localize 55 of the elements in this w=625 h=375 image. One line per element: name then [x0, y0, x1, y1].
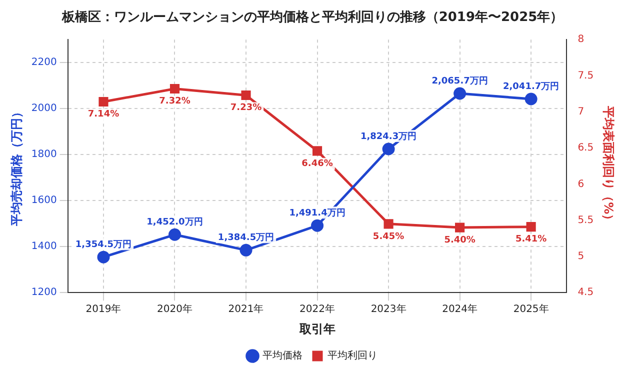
point	[240, 244, 252, 256]
x-tick-label: 2022年	[300, 303, 335, 316]
point	[168, 228, 181, 241]
point	[98, 96, 108, 107]
y2-tick-label: 5	[578, 251, 584, 262]
x-tick-label: 2020年	[157, 303, 192, 316]
data-label: 7.32%	[159, 96, 190, 107]
y-tick-label: 2200	[31, 57, 57, 68]
y2-axis-title: 平均表面利回り（%）	[602, 105, 616, 226]
data-label: 1,824.3万円	[360, 130, 417, 142]
y-axis-title: 平均売却価格（万円）	[9, 106, 24, 228]
point	[526, 222, 536, 232]
y-tick-label: 1200	[31, 287, 57, 298]
x-tick-label: 2019年	[86, 303, 122, 316]
x-axis-title: 取引年	[298, 322, 336, 336]
data-label: 5.41%	[515, 234, 547, 245]
point	[382, 142, 395, 156]
data-label: 6.46%	[302, 158, 333, 169]
data-label: 5.45%	[372, 232, 404, 242]
x-tick-label: 2023年	[370, 303, 406, 316]
y2-tick-label: 5.5	[578, 214, 594, 226]
y2-tick-label: 7	[578, 106, 584, 118]
x-tick-label: 2025年	[513, 303, 549, 316]
y2-tick-label: 4.5	[578, 287, 594, 298]
point	[524, 92, 538, 106]
legend-label: 平均利回り	[328, 350, 378, 362]
y2-tick-label: 6	[578, 178, 584, 190]
point	[384, 219, 394, 229]
legend-label: 平均価格	[262, 350, 302, 362]
x-tick-label: 2021年	[228, 303, 264, 316]
point	[97, 250, 110, 264]
data-label: 2,065.7万円	[432, 75, 488, 86]
point	[241, 90, 251, 100]
y2-tick-label: 8	[578, 34, 584, 46]
x-tick-label: 2024年	[442, 303, 478, 316]
y-tick-label: 1800	[31, 149, 57, 160]
data-label: 2,041.7万円	[502, 80, 560, 92]
data-label: 1,452.0万円	[146, 216, 203, 228]
y2-tick-label: 7.5	[578, 70, 594, 82]
data-label: 7.14%	[88, 110, 120, 120]
point	[455, 222, 465, 232]
data-label: 1,491.4万円	[289, 207, 346, 218]
y-tick-label: 1600	[31, 195, 57, 206]
point	[454, 87, 466, 100]
chart-title: 板橋区：ワンルームマンションの平均価格と平均利回りの推移（2019年〜2025年）	[60, 9, 564, 26]
data-label: 1,384.5万円	[218, 232, 274, 244]
point	[311, 219, 324, 232]
data-label: 7.23%	[230, 103, 262, 114]
y2-tick-label: 6.5	[578, 142, 594, 154]
y-tick-label: 2000	[31, 103, 57, 114]
point	[312, 146, 322, 156]
point	[170, 84, 180, 94]
data-label: 5.40%	[444, 235, 476, 246]
data-label: 1,354.5万円	[75, 238, 132, 250]
y-tick-label: 1400	[31, 241, 57, 252]
